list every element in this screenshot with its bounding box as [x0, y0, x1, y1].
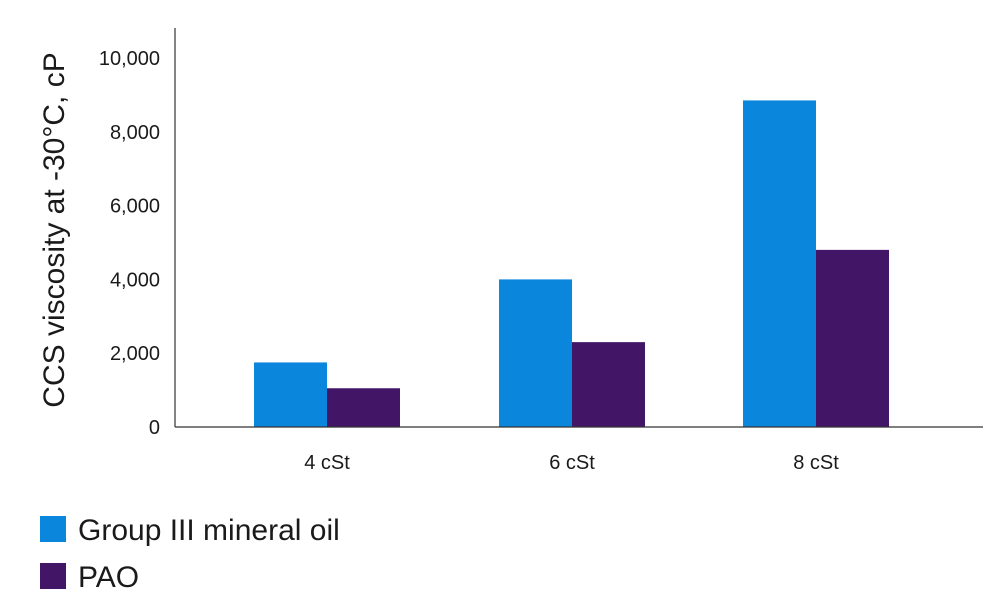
bar-group-iii-0 [254, 362, 327, 427]
bar-group-iii-1 [499, 279, 572, 427]
bar-pao-1 [572, 342, 645, 427]
bars [254, 100, 889, 427]
y-tick-label: 0 [149, 417, 160, 439]
y-axis-title: CCS viscosity at -30°C, cP [38, 52, 71, 407]
legend: Group III mineral oil PAO [40, 514, 340, 594]
y-tick-label: 10,000 [99, 48, 160, 70]
bar-pao-2 [816, 249, 889, 427]
x-tick-label: 6 cSt [549, 452, 595, 474]
legend-swatch [40, 563, 66, 589]
legend-swatch [40, 516, 66, 542]
y-tick-label: 4,000 [110, 269, 160, 291]
y-tick-label: 8,000 [110, 122, 160, 144]
x-axis-ticks: 4 cSt 6 cSt 8 cSt [304, 452, 839, 474]
y-axis-ticks: 0 2,000 4,000 6,000 8,000 10,000 [99, 48, 160, 439]
x-tick-label: 4 cSt [304, 452, 350, 474]
bar-pao-0 [327, 388, 400, 427]
y-tick-label: 2,000 [110, 343, 160, 365]
bar-group-iii-2 [743, 100, 816, 427]
legend-label: Group III mineral oil [78, 514, 340, 547]
x-tick-label: 8 cSt [793, 452, 839, 474]
legend-label: PAO [78, 561, 139, 594]
y-tick-label: 6,000 [110, 196, 160, 218]
